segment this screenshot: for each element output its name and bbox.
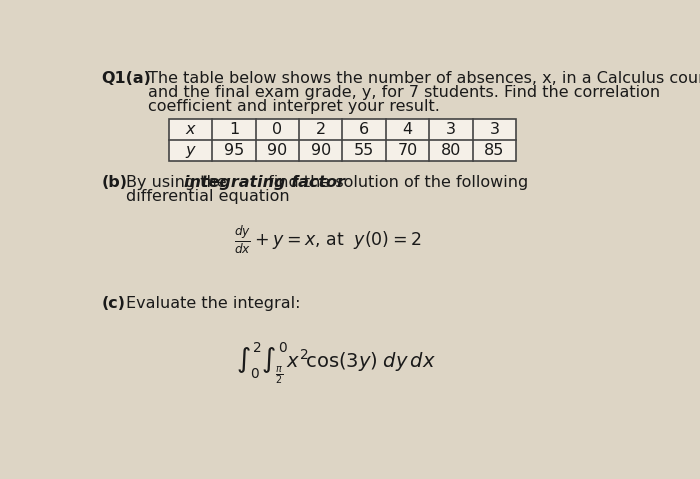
Bar xyxy=(169,119,516,160)
Text: integrating factor: integrating factor xyxy=(183,174,344,190)
Text: By using the: By using the xyxy=(126,174,232,190)
Text: 0: 0 xyxy=(272,122,282,137)
Bar xyxy=(169,119,516,160)
Text: (b): (b) xyxy=(102,174,127,190)
Text: find the solution of the following: find the solution of the following xyxy=(263,174,528,190)
Text: differential equation: differential equation xyxy=(126,189,290,204)
Text: y: y xyxy=(186,143,195,158)
Text: 70: 70 xyxy=(398,143,418,158)
Text: 80: 80 xyxy=(441,143,461,158)
Text: and the final exam grade, y, for 7 students. Find the correlation: and the final exam grade, y, for 7 stude… xyxy=(148,85,660,100)
Text: 95: 95 xyxy=(224,143,244,158)
Text: x: x xyxy=(186,122,195,137)
Text: (c): (c) xyxy=(102,296,125,311)
Text: $\frac{dy}{dx} + y = x$, at  $y(0) = 2$: $\frac{dy}{dx} + y = x$, at $y(0) = 2$ xyxy=(234,224,421,256)
Text: 90: 90 xyxy=(267,143,288,158)
Text: coefficient and interpret your result.: coefficient and interpret your result. xyxy=(148,99,440,114)
Text: 90: 90 xyxy=(311,143,331,158)
Text: 2: 2 xyxy=(316,122,326,137)
Text: 1: 1 xyxy=(229,122,239,137)
Text: The table below shows the number of absences, x, in a Calculus course: The table below shows the number of abse… xyxy=(148,71,700,86)
Text: Q1(a): Q1(a) xyxy=(102,71,151,86)
Text: Evaluate the integral:: Evaluate the integral: xyxy=(126,296,301,311)
Text: 4: 4 xyxy=(402,122,412,137)
Text: 85: 85 xyxy=(484,143,505,158)
Text: 6: 6 xyxy=(359,122,369,137)
Text: 55: 55 xyxy=(354,143,374,158)
Text: $\int_{0}^{2} \int_{\frac{\pi}{2}}^{0} x^2\!\cos(3y)\;dy\,dx$: $\int_{0}^{2} \int_{\frac{\pi}{2}}^{0} x… xyxy=(235,341,435,387)
Text: 3: 3 xyxy=(489,122,499,137)
Text: 3: 3 xyxy=(446,122,456,137)
